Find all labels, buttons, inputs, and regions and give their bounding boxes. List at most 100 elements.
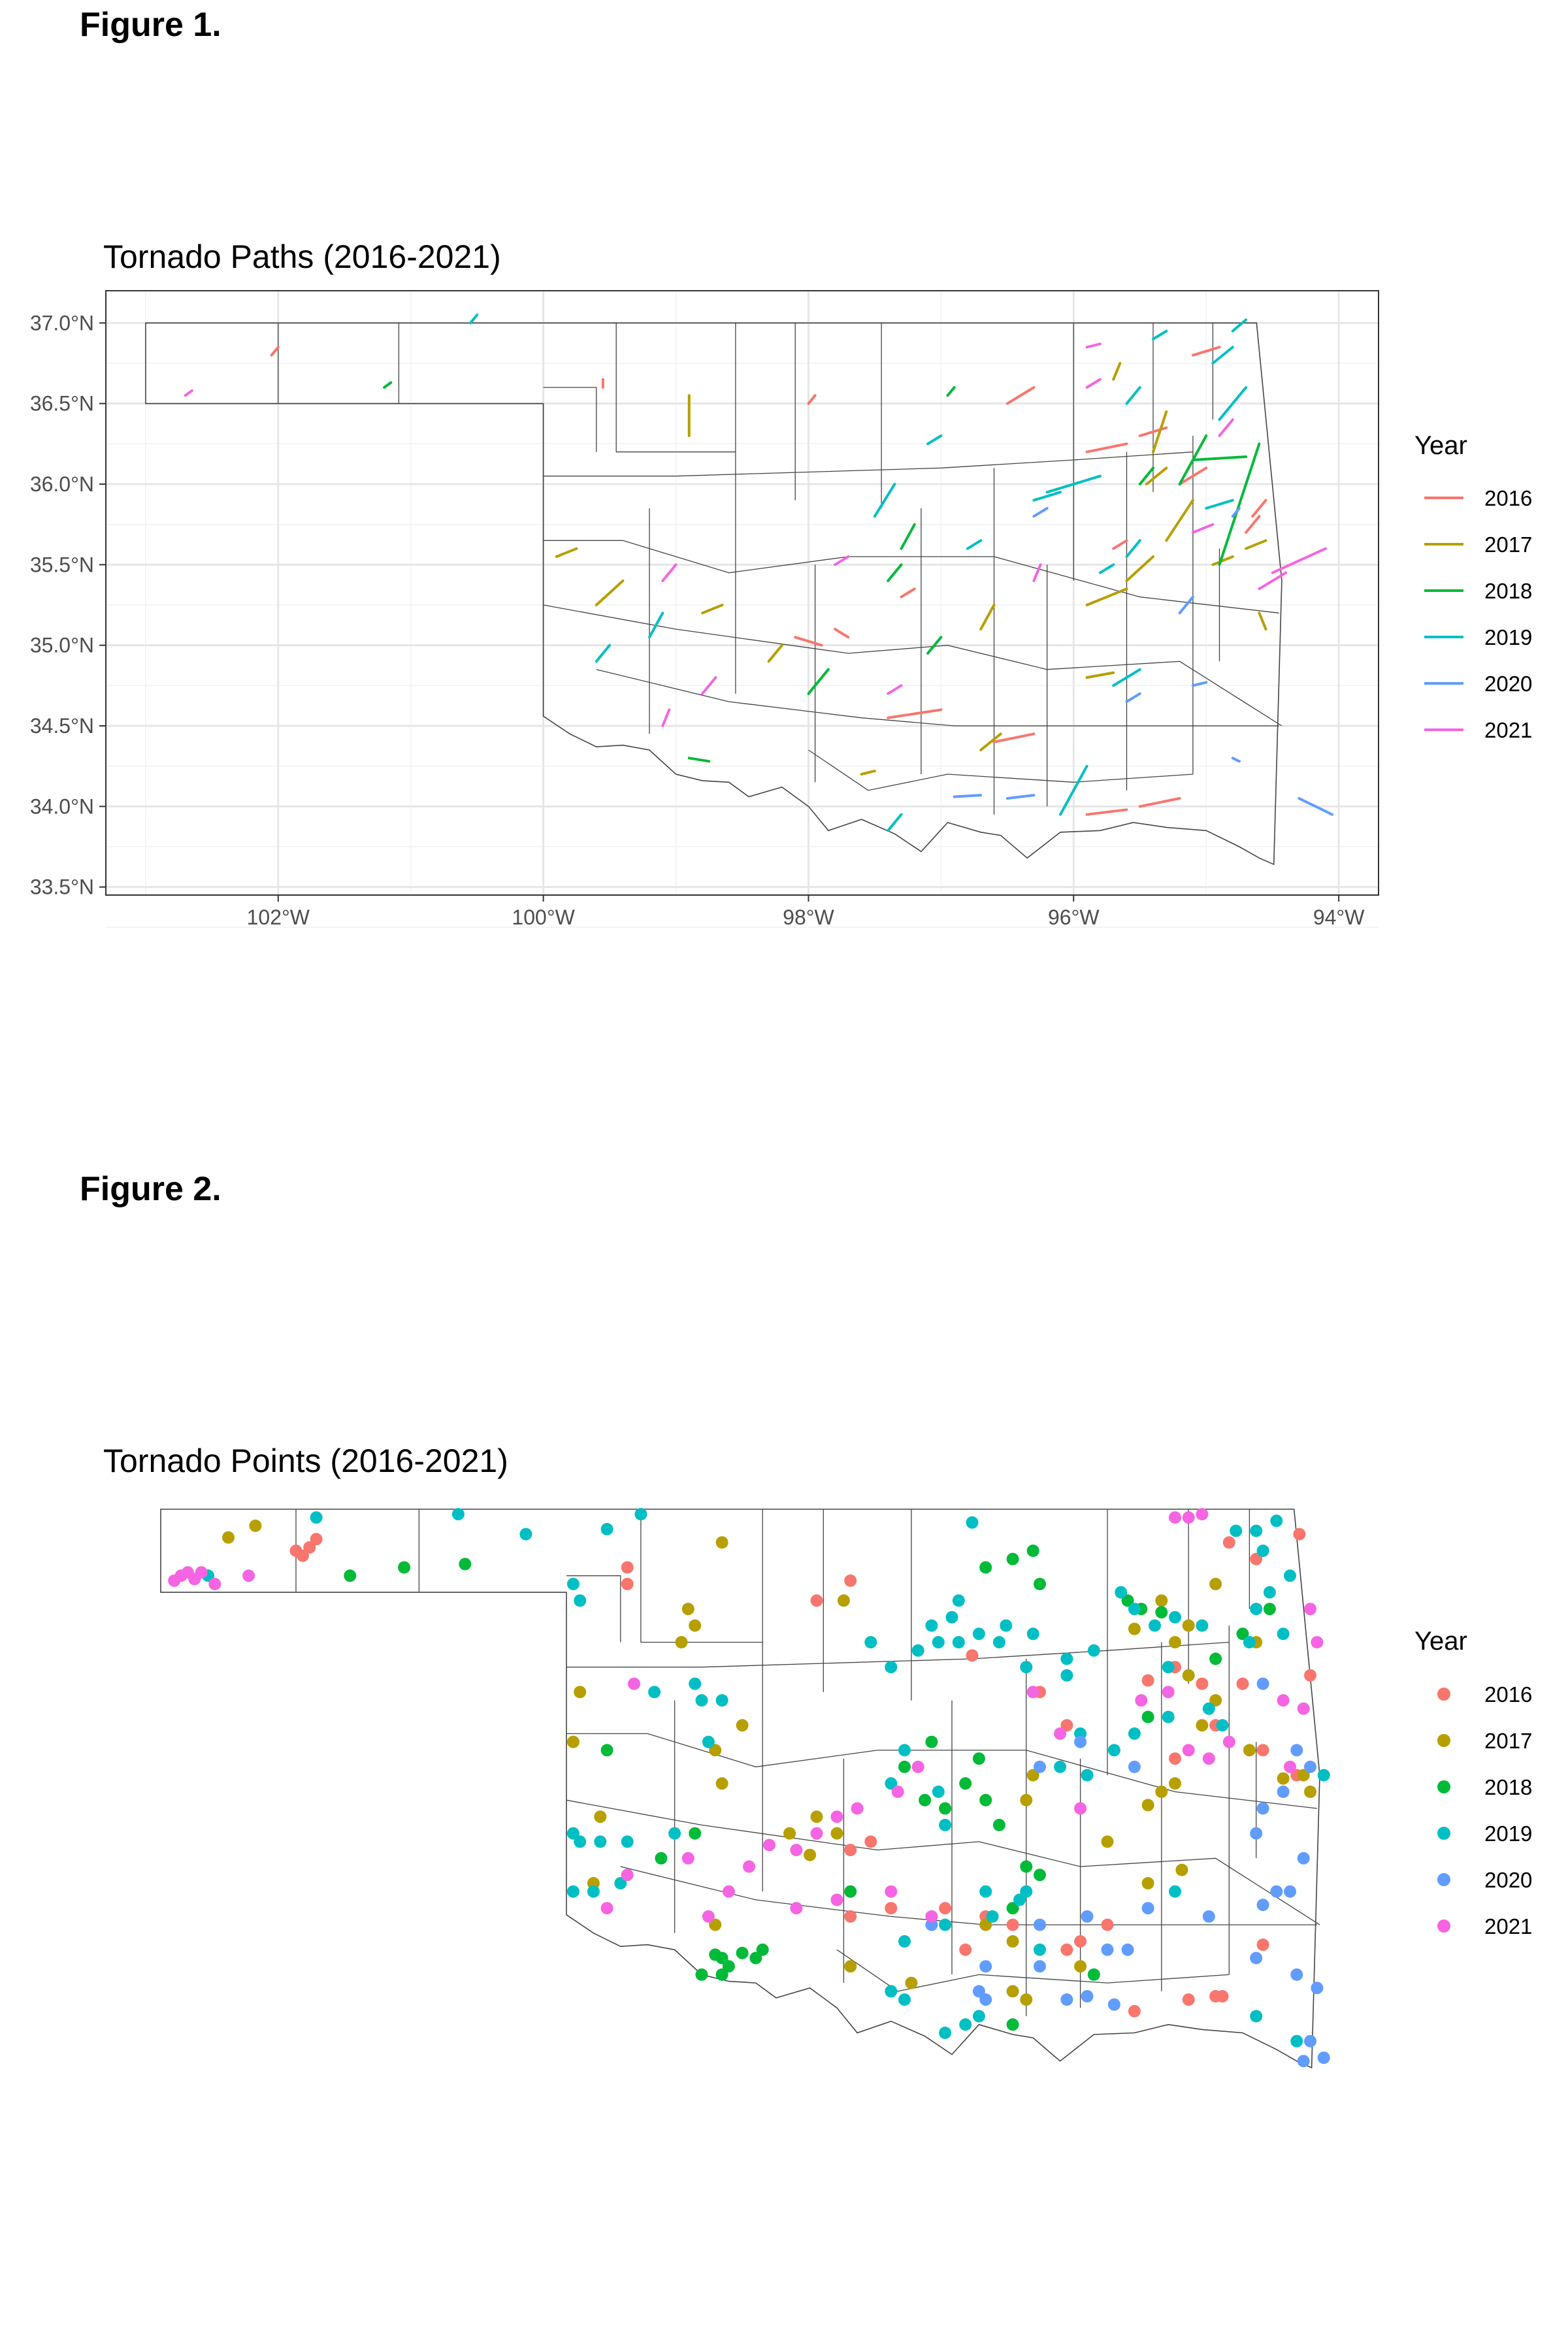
tornado-point-2019 — [1263, 1586, 1276, 1599]
tornado-point-2019 — [1087, 1644, 1100, 1657]
tornado-point-2021 — [1135, 1694, 1148, 1707]
y-tick-label: 34.0°N — [30, 794, 94, 818]
tornado-path-2021 — [1258, 571, 1287, 591]
y-tick-label: 35.0°N — [30, 634, 94, 657]
tornado-point-2018 — [459, 1558, 472, 1571]
tornado-point-2021 — [1277, 1694, 1290, 1707]
tornado-point-2019 — [451, 1508, 465, 1521]
tornado-point-2020 — [1284, 1885, 1296, 1898]
tornado-point-2019 — [1290, 2034, 1303, 2048]
tornado-path-2017 — [1085, 587, 1128, 606]
tornado-point-2019 — [1162, 1661, 1175, 1674]
tornado-point-2019 — [1054, 1760, 1067, 1773]
tornado-point-2021 — [1169, 1511, 1181, 1524]
tornado-point-2021 — [1182, 1511, 1195, 1524]
y-tick-label: 36.0°N — [30, 472, 94, 496]
tornado-point-2021 — [1054, 1727, 1067, 1740]
tornado-path-2016 — [1178, 466, 1208, 485]
tornado-point-2021 — [1222, 1735, 1235, 1748]
tornado-point-2019 — [1317, 1769, 1330, 1782]
tornado-point-2017 — [566, 1735, 580, 1748]
tornado-point-2017 — [1209, 1694, 1222, 1707]
tornado-point-2018 — [972, 1752, 985, 1765]
fig1-county-line — [543, 387, 597, 452]
tornado-point-2021 — [1284, 1760, 1296, 1773]
tornado-path-2020 — [1298, 797, 1333, 816]
tornado-point-2019 — [939, 1818, 952, 1831]
tornado-point-2018 — [1087, 1968, 1100, 1981]
tornado-point-2020 — [1304, 2034, 1316, 2048]
tornado-point-2020 — [1034, 1918, 1046, 1931]
plot-panel — [106, 291, 1379, 895]
tornado-point-2019 — [566, 1827, 580, 1840]
tornado-path-2019 — [873, 483, 896, 518]
tornado-point-2016 — [303, 1541, 316, 1554]
tornado-point-2020 — [1317, 2051, 1330, 2065]
tornado-point-2021 — [1311, 1636, 1324, 1649]
tornado-point-2019 — [1250, 2010, 1263, 2023]
tornado-point-2019 — [574, 1594, 587, 1607]
tornado-point-2016 — [1060, 1719, 1073, 1732]
tornado-point-2019 — [1196, 1619, 1209, 1632]
legend-key-2017 — [1437, 1734, 1450, 1747]
tornado-point-2019 — [1020, 1661, 1033, 1674]
tornado-point-2017 — [1169, 1777, 1181, 1790]
tornado-point-2019 — [621, 1835, 634, 1848]
tornado-path-2016 — [1245, 515, 1261, 534]
tornado-point-2018 — [979, 1561, 992, 1574]
tornado-point-2019 — [689, 1677, 702, 1690]
y-tick-label: 33.5°N — [30, 875, 94, 899]
tornado-point-2017 — [1196, 1719, 1209, 1732]
tornado-path-2016 — [807, 394, 817, 405]
tornado-point-2016 — [844, 1910, 857, 1923]
tornado-point-2019 — [1020, 1885, 1033, 1898]
fig1-county-line — [615, 323, 736, 453]
tornado-point-2019 — [566, 1578, 580, 1590]
tornado-point-2020 — [1311, 1982, 1324, 1995]
tornado-point-2016 — [1293, 1527, 1306, 1541]
tornado-point-2021 — [681, 1852, 694, 1865]
legend-key-2018 — [1437, 1780, 1450, 1793]
tornado-point-2016 — [966, 1649, 979, 1662]
tornado-point-2018 — [1026, 1544, 1039, 1558]
legend-title: Year — [1414, 431, 1467, 460]
tornado-point-2017 — [715, 1536, 728, 1549]
tornado-point-2017 — [1141, 1877, 1154, 1889]
tornado-point-2020 — [1074, 1735, 1087, 1748]
tornado-path-2016 — [1138, 797, 1181, 808]
tornado-point-2021 — [911, 1760, 924, 1773]
tornado-point-2018 — [1034, 1578, 1046, 1590]
tornado-point-2019 — [1013, 1893, 1026, 1906]
tornado-point-2016 — [1222, 1536, 1235, 1549]
tornado-point-2019 — [898, 1993, 911, 2006]
tornado-point-2018 — [756, 1943, 769, 1956]
tornado-point-2019 — [587, 1885, 600, 1898]
tornado-path-2016 — [1191, 346, 1221, 357]
legend-label-2017: 2017 — [1484, 532, 1532, 557]
tornado-point-2017 — [830, 1827, 843, 1840]
legend-label-2016: 2016 — [1484, 1682, 1532, 1707]
tornado-point-2020 — [972, 1985, 985, 1998]
tornado-path-2020 — [1125, 692, 1141, 703]
tornado-point-2016 — [1182, 1993, 1195, 2006]
tornado-point-2018 — [925, 1735, 938, 1748]
tornado-point-2018 — [655, 1852, 668, 1865]
tornado-point-2017 — [1304, 1786, 1316, 1798]
tornado-point-2019 — [966, 1516, 979, 1529]
tornado-point-2018 — [722, 1960, 735, 1973]
tornado-path-2017 — [1152, 410, 1168, 453]
tornado-path-2017 — [595, 580, 625, 606]
tornado-point-2020 — [1141, 1902, 1154, 1915]
plot-border — [105, 290, 1379, 896]
legend-label-2017: 2017 — [1484, 1729, 1532, 1753]
chart-title: Tornado Paths (2016-2021) — [103, 238, 501, 275]
tornado-point-2019 — [1250, 1603, 1263, 1616]
tornado-point-2017 — [709, 1918, 722, 1931]
tornado-path-2021 — [1085, 378, 1102, 389]
tornado-point-2019 — [1128, 1727, 1141, 1740]
tornado-point-2021 — [1202, 1752, 1215, 1765]
tornado-path-2021 — [1032, 563, 1042, 582]
legend-label-2021: 2021 — [1484, 1914, 1532, 1938]
fig2-county-line — [566, 1733, 1317, 1809]
fig1-county-line — [543, 451, 1193, 477]
